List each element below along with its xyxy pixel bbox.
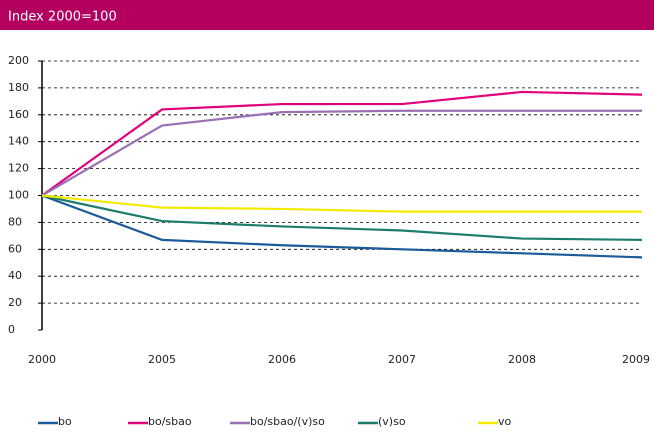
y-tick-label: 0 (8, 323, 15, 336)
series-line (41, 194, 643, 259)
y-tick-label: 60 (8, 242, 22, 255)
y-tick-label: 160 (8, 108, 29, 121)
series-line (41, 194, 642, 213)
y-tick-label: 140 (8, 135, 29, 148)
y-tick-label: 100 (8, 189, 29, 202)
y-tick-label: 120 (8, 162, 29, 175)
series-line (41, 109, 642, 197)
series-line (41, 194, 643, 241)
x-tick-label: 2005 (148, 353, 176, 366)
chart-title: Index 2000=100 (8, 10, 117, 25)
x-tick-label: 2009 (622, 353, 650, 366)
y-tick-label: 40 (8, 269, 22, 282)
series-line (41, 90, 643, 197)
legend-label: bo/sbao/(v)so (250, 415, 325, 428)
x-tick-label: 2007 (388, 353, 416, 366)
x-tick-label: 2008 (508, 353, 536, 366)
y-tick-label: 80 (8, 215, 22, 228)
y-tick-label: 180 (8, 81, 29, 94)
x-tick-label: 2006 (268, 353, 296, 366)
header-bar (0, 0, 654, 30)
y-tick-label: 20 (8, 296, 22, 309)
legend-label: vo (498, 415, 512, 428)
legend-label: bo (58, 415, 72, 428)
legend-label: (v)so (378, 415, 406, 428)
y-tick-label: 200 (8, 54, 29, 67)
legend-label: bo/sbao (148, 415, 192, 428)
x-tick-label: 2000 (28, 353, 56, 366)
